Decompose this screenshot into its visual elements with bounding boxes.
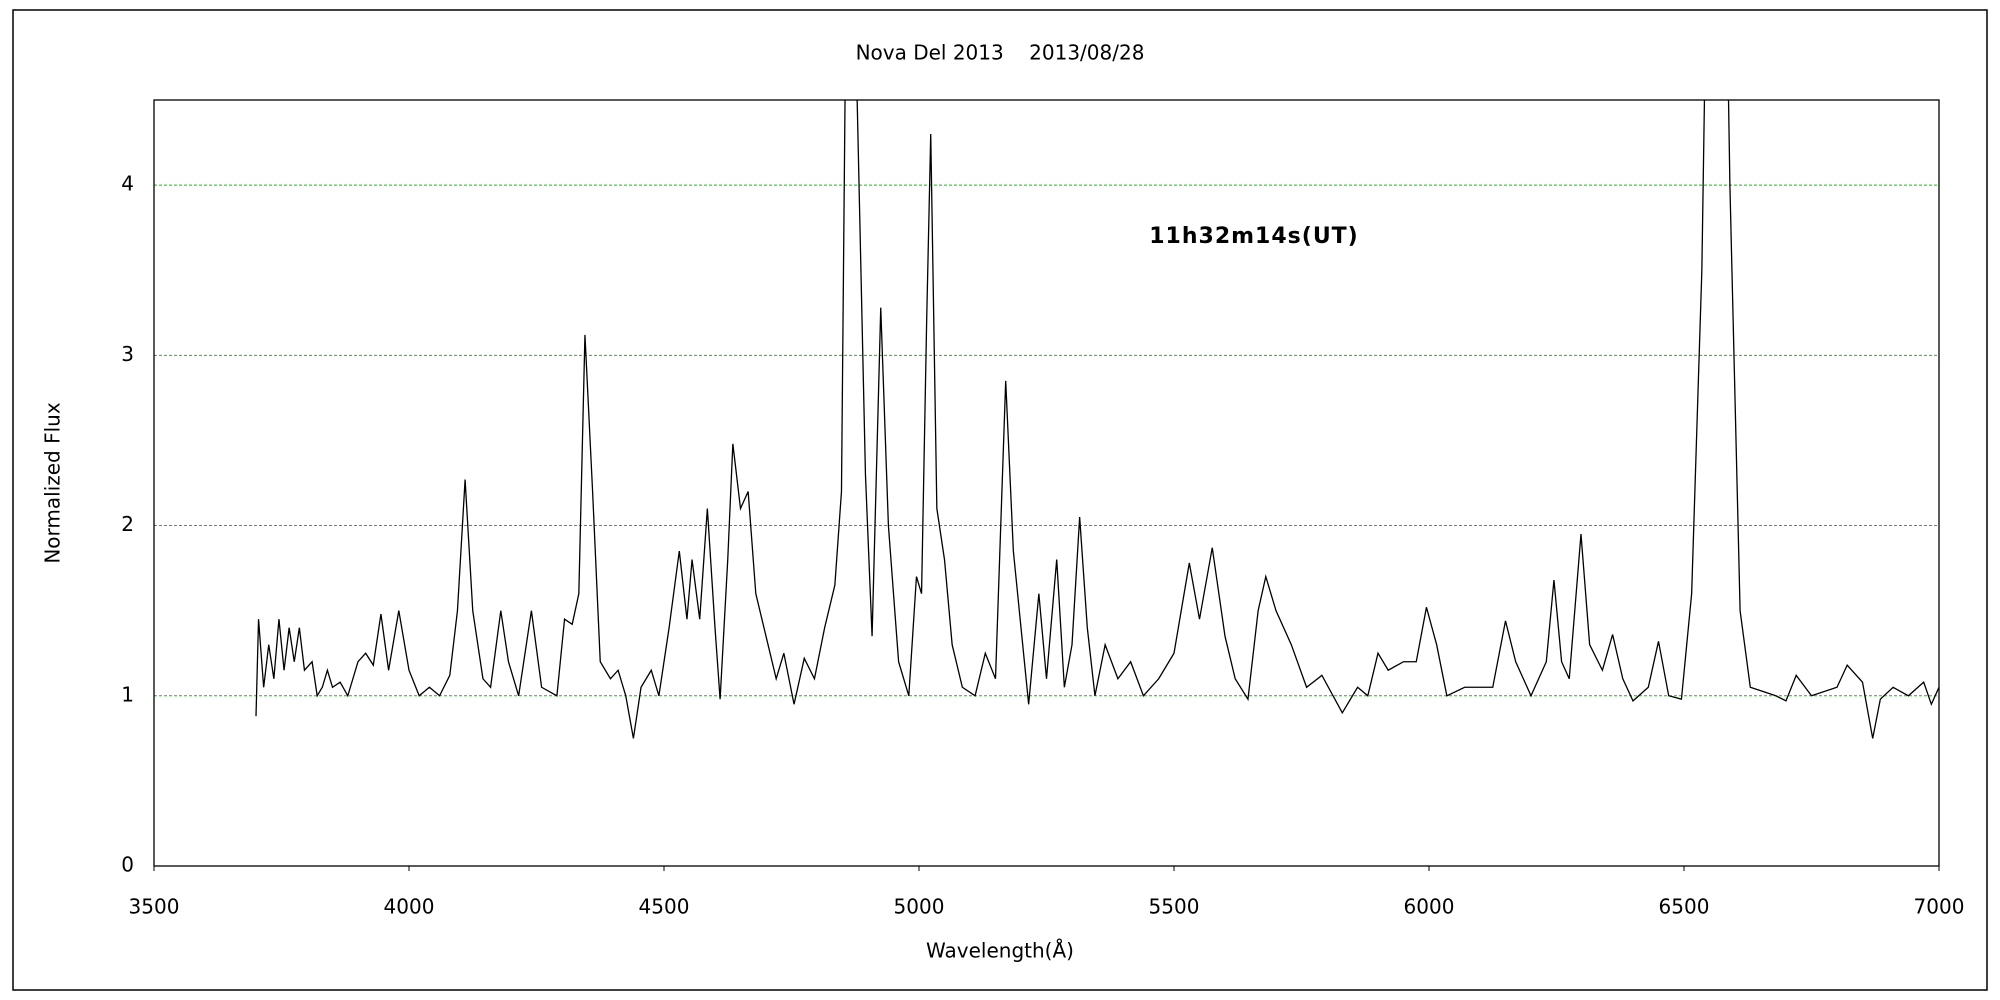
x-tick-label: 5000 — [894, 895, 945, 919]
x-tick-label: 6000 — [1404, 895, 1455, 919]
chart-title: Nova Del 2013 2013/08/28 — [856, 41, 1145, 65]
x-tick-label: 7000 — [1914, 895, 1965, 919]
outer-frame — [12, 9, 1988, 991]
x-tick-label: 4500 — [639, 895, 690, 919]
plot-area — [255, 100, 1939, 739]
x-tick-label: 6500 — [1659, 895, 1710, 919]
x-axis-label: Wavelength(Å) — [926, 939, 1074, 963]
plot-frame — [153, 99, 1940, 867]
y-tick-label: 1 — [121, 682, 134, 706]
spectrum-line — [255, 100, 1939, 739]
y-tick-label: 3 — [121, 342, 134, 366]
x-tick-label: 3500 — [129, 895, 180, 919]
y-axis-label: Normalized Flux — [41, 402, 65, 564]
y-tick-label: 0 — [121, 853, 134, 877]
y-tick-label: 4 — [121, 172, 134, 196]
x-tick-label: 4000 — [384, 895, 435, 919]
x-tick-label: 5500 — [1149, 895, 1200, 919]
y-tick-label: 2 — [121, 512, 134, 536]
annotation: 11h32m14s(UT) — [1149, 224, 1359, 249]
